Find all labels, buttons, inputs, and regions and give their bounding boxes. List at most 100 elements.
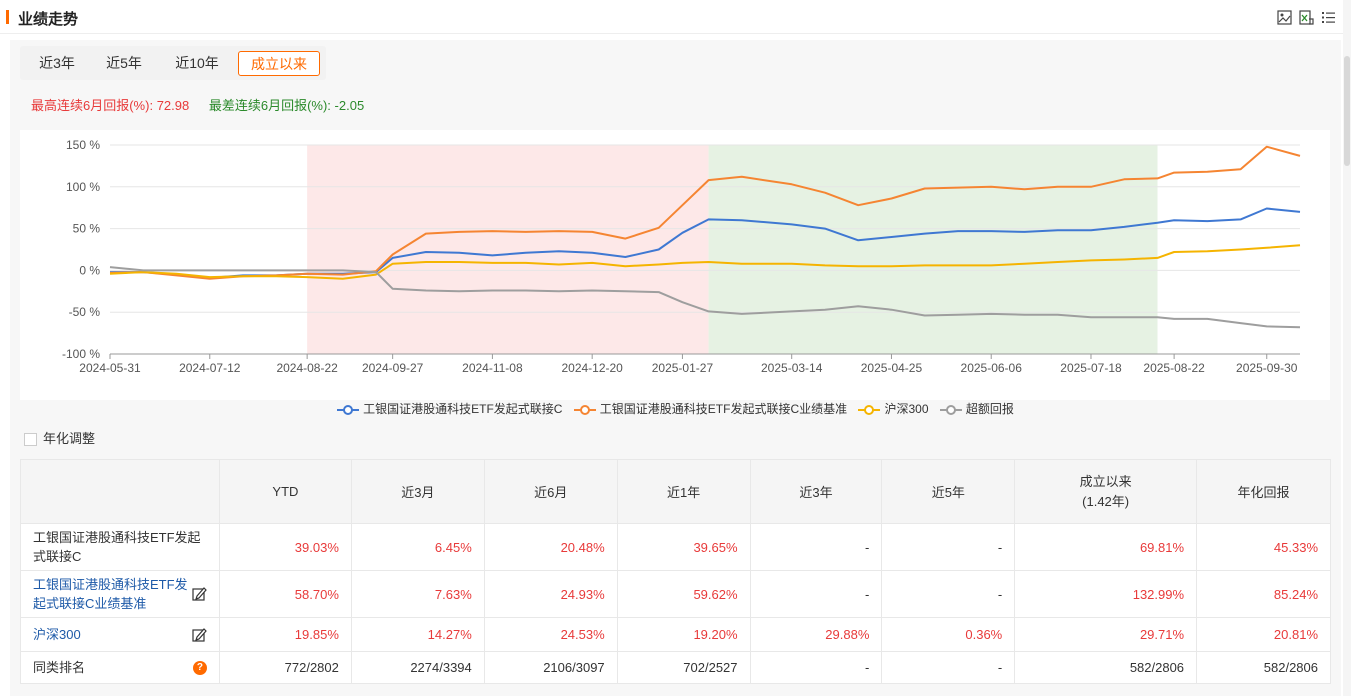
section-header: 业绩走势 <box>0 0 1351 34</box>
cell-3y: - <box>749 570 883 618</box>
y-tick-label: 50 % <box>73 222 101 236</box>
tab-since-inception[interactable]: 成立以来 <box>238 51 320 76</box>
cell-since-inception: 69.81% <box>1014 523 1198 571</box>
legend-label: 工银国证港股通科技ETF发起式联接C <box>363 402 563 416</box>
row-name-text: 工银国证港股通科技ETF发起式联接C <box>33 530 201 564</box>
x-tick-label: 2025-07-18 <box>1060 361 1122 375</box>
cell-6m: 24.93% <box>483 570 618 618</box>
line-marker-icon <box>573 404 596 415</box>
cell-annualized: 85.24% <box>1196 570 1331 618</box>
y-tick-label: 150 % <box>66 138 100 152</box>
cell-1y: 59.62% <box>616 570 751 618</box>
header-5y: 近5年 <box>881 459 1016 524</box>
legend-label: 沪深300 <box>884 402 929 416</box>
cell-5y: 0.36% <box>881 617 1016 652</box>
header-since-inception: 成立以来 (1.42年) <box>1014 459 1198 524</box>
cell-5y: - <box>881 651 1016 684</box>
cell-since-inception: 582/2806 <box>1014 651 1198 684</box>
best-6m-value: 72.98 <box>156 98 190 113</box>
cell-3m: 7.63% <box>350 570 485 618</box>
header-3y: 近3年 <box>749 459 883 524</box>
table-row: 同类排名? 772/2802 2274/3394 2106/3097 702/2… <box>20 651 1331 684</box>
x-tick-label: 2025-09-30 <box>1236 361 1298 375</box>
row-name-link[interactable]: 沪深300 <box>20 617 220 652</box>
performance-chart[interactable]: 150 % 100 % 50 % 0 % -50 % -100 %2024-05-31 20… <box>20 130 1330 400</box>
y-tick-label: -100 % <box>62 347 100 361</box>
header-1y: 近1年 <box>616 459 751 524</box>
x-tick-label: 2025-03-14 <box>761 361 823 375</box>
edit-icon[interactable] <box>191 627 207 643</box>
row-name-text[interactable]: 工银国证港股通科技ETF发起式联接C业绩基准 <box>33 577 188 611</box>
x-tick-label: 2025-08-22 <box>1143 361 1205 375</box>
annualize-label: 年化调整 <box>43 431 96 446</box>
cell-3y: - <box>749 523 883 571</box>
worst-6m-label: 最差连续6月回报(%): <box>208 98 331 113</box>
y-tick-label: -50 % <box>69 305 101 319</box>
row-name-link[interactable]: 工银国证港股通科技ETF发起式联接C业绩基准 <box>20 570 220 618</box>
cell-ytd: 39.03% <box>218 523 352 571</box>
header-name <box>20 459 220 524</box>
export-excel-icon[interactable] <box>1299 10 1314 25</box>
legend-item-benchmark[interactable]: 工银国证港股通科技ETF发起式联接C业绩基准 <box>573 400 848 417</box>
cell-since-inception: 29.71% <box>1014 617 1198 652</box>
table-header-row: YTD 近3月 近6月 近1年 近3年 近5年 成立以来 (1.42年) 年化回报 <box>20 459 1331 524</box>
cell-annualized: 582/2806 <box>1196 651 1331 684</box>
table-row: 工银国证港股通科技ETF发起式联接C 39.03% 6.45% 20.48% 3… <box>20 523 1331 571</box>
table-row: 工银国证港股通科技ETF发起式联接C业绩基准 58.70% 7.63% 24.9… <box>20 570 1331 618</box>
section-title: 业绩走势 <box>18 11 79 28</box>
cell-annualized: 20.81% <box>1196 617 1331 652</box>
row-name: 同类排名? <box>20 651 220 684</box>
tab-10y[interactable]: 近10年 <box>175 55 219 71</box>
x-tick-label: 2024-05-31 <box>79 361 141 375</box>
cell-5y: - <box>881 523 1016 571</box>
vertical-scrollbar[interactable] <box>1343 0 1351 696</box>
menu-list-icon[interactable] <box>1321 10 1336 25</box>
legend-item-index[interactable]: 沪深300 <box>858 400 929 417</box>
best-6m-label: 最高连续6月回报(%): <box>31 98 154 113</box>
cell-3y: 29.88% <box>749 617 883 652</box>
y-tick-label: 0 % <box>79 263 100 277</box>
x-tick-label: 2025-06-06 <box>961 361 1023 375</box>
header-since-inception-label: 成立以来 <box>1079 473 1132 489</box>
x-tick-label: 2024-07-12 <box>179 361 241 375</box>
tab-5y[interactable]: 近5年 <box>106 55 142 71</box>
x-tick-label: 2025-01-27 <box>652 361 714 375</box>
shaded-region <box>307 145 709 354</box>
legend-label: 工银国证港股通科技ETF发起式联接C业绩基准 <box>599 402 848 416</box>
cell-3m: 2274/3394 <box>350 651 485 684</box>
cell-3m: 6.45% <box>350 523 485 571</box>
title-accent-bar <box>6 10 9 24</box>
x-tick-label: 2024-09-27 <box>362 361 424 375</box>
cell-3y: - <box>749 651 883 684</box>
series-line <box>109 244 1301 280</box>
legend-label: 超额回报 <box>965 402 1014 416</box>
annualize-toggle[interactable]: 年化调整 <box>24 428 95 447</box>
legend-item-fund[interactable]: 工银国证港股通科技ETF发起式联接C <box>337 400 562 417</box>
cell-ytd: 772/2802 <box>218 651 352 684</box>
header-6m: 近6月 <box>483 459 618 524</box>
header-annualized: 年化回报 <box>1196 459 1331 524</box>
scrollbar-thumb[interactable] <box>1344 56 1350 166</box>
tab-3y[interactable]: 近3年 <box>39 55 75 71</box>
row-name: 工银国证港股通科技ETF发起式联接C <box>20 523 220 571</box>
x-tick-label: 2024-11-08 <box>462 361 523 375</box>
period-tabs: 近3年 近5年 近10年 成立以来 <box>20 46 326 80</box>
table-row: 沪深300 19.85% 14.27% 24.53% 19.20% 29.88%… <box>20 617 1331 652</box>
row-name-text[interactable]: 沪深300 <box>33 627 81 642</box>
annualize-checkbox[interactable] <box>24 433 37 447</box>
series-line <box>109 266 1301 329</box>
line-marker-icon <box>939 404 962 415</box>
cell-since-inception: 132.99% <box>1014 570 1198 618</box>
cell-6m: 2106/3097 <box>483 651 618 684</box>
returns-table: YTD 近3月 近6月 近1年 近3年 近5年 成立以来 (1.42年) 年化回报… <box>20 459 1331 684</box>
line-marker-icon <box>858 404 881 415</box>
edit-icon[interactable] <box>191 586 207 602</box>
cell-5y: - <box>881 570 1016 618</box>
cell-6m: 24.53% <box>483 617 618 652</box>
legend-item-excess[interactable]: 超额回报 <box>939 400 1014 417</box>
image-icon[interactable] <box>1277 10 1292 25</box>
cell-1y: 39.65% <box>616 523 751 571</box>
cell-6m: 20.48% <box>483 523 618 571</box>
help-icon[interactable]: ? <box>192 660 207 675</box>
cell-ytd: 58.70% <box>218 570 352 618</box>
